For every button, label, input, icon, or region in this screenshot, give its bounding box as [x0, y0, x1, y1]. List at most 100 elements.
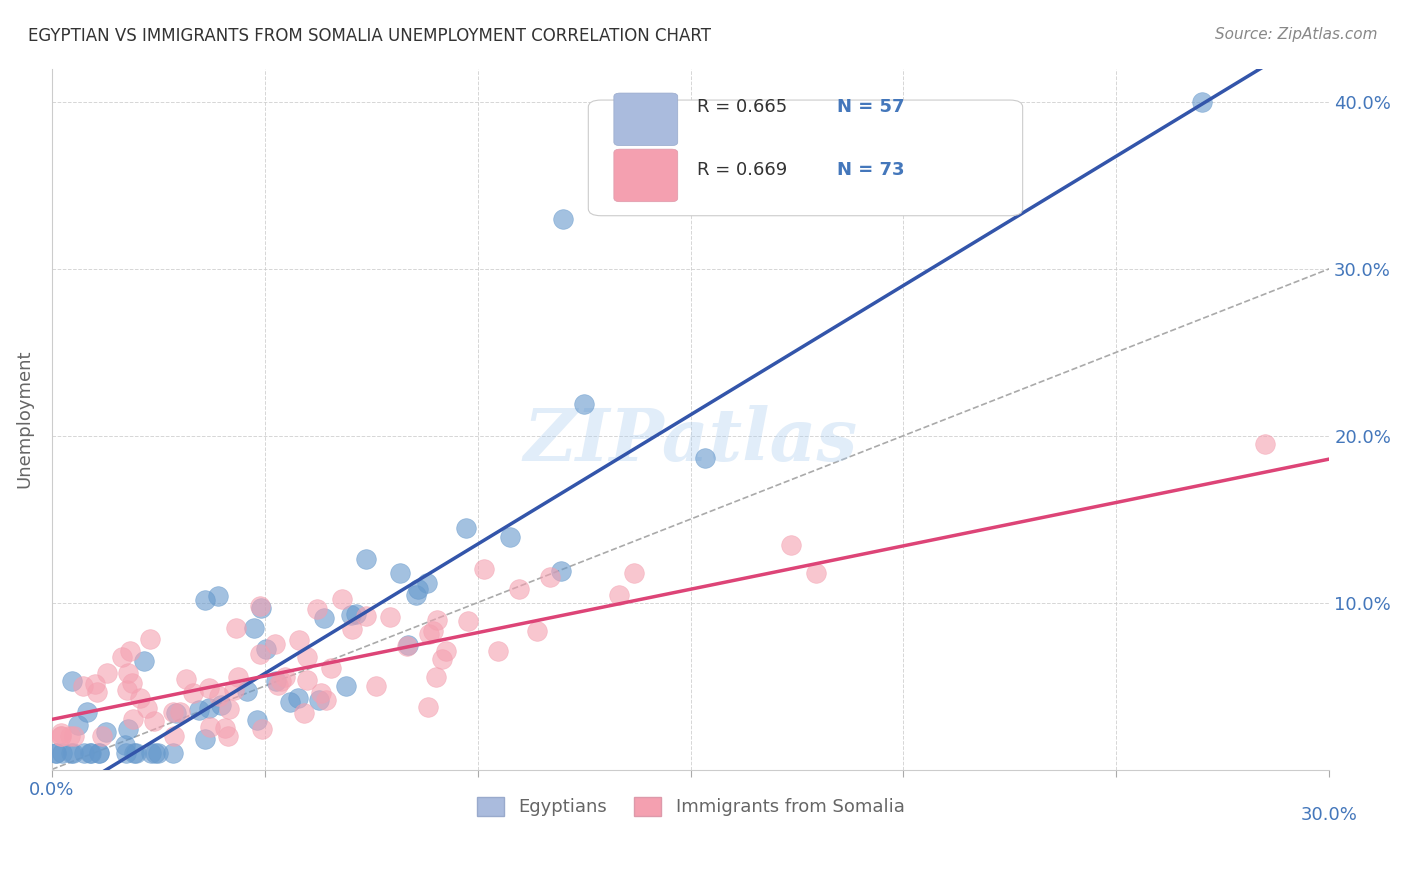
Point — [342, 623, 364, 637]
Point — [364, 679, 387, 693]
Point — [62, 746, 84, 760]
Point — [319, 661, 342, 675]
Point — [117, 722, 139, 736]
Point — [1191, 95, 1213, 109]
Point — [194, 731, 217, 746]
Point — [183, 686, 205, 700]
Y-axis label: Unemployment: Unemployment — [15, 350, 32, 488]
Point — [416, 700, 439, 714]
Point — [66, 718, 89, 732]
Point — [87, 746, 110, 760]
Point — [228, 670, 250, 684]
Text: Source: ZipAtlas.com: Source: ZipAtlas.com — [1215, 27, 1378, 42]
Point — [117, 665, 139, 680]
FancyBboxPatch shape — [588, 100, 1022, 216]
Point — [187, 703, 209, 717]
Point — [254, 641, 277, 656]
Point — [308, 692, 330, 706]
Point — [270, 673, 292, 688]
Text: R = 0.669: R = 0.669 — [697, 161, 787, 179]
Point — [163, 729, 186, 743]
Point — [457, 614, 479, 628]
Point — [273, 670, 295, 684]
Point — [162, 746, 184, 760]
Point — [124, 746, 146, 760]
Point — [340, 608, 363, 623]
Point — [162, 706, 184, 720]
Point — [472, 562, 495, 576]
Point — [86, 684, 108, 698]
Point — [526, 624, 548, 639]
Point — [280, 695, 302, 709]
Point — [139, 632, 162, 646]
Point — [779, 538, 801, 552]
Point — [332, 591, 354, 606]
Point — [344, 607, 367, 621]
Point — [51, 746, 73, 760]
Point — [405, 588, 427, 602]
Point — [225, 621, 247, 635]
Point — [94, 724, 117, 739]
Point — [425, 670, 447, 684]
Point — [91, 729, 114, 743]
Point — [288, 632, 311, 647]
Text: 30.0%: 30.0% — [1301, 806, 1358, 824]
Point — [198, 681, 221, 696]
Point — [96, 665, 118, 680]
Point — [295, 673, 318, 688]
Point — [380, 609, 402, 624]
Point — [45, 746, 67, 760]
Text: R = 0.665: R = 0.665 — [697, 98, 787, 116]
Text: N = 57: N = 57 — [838, 98, 905, 116]
Point — [396, 638, 419, 652]
Point — [51, 726, 73, 740]
Point — [169, 705, 191, 719]
Point — [76, 705, 98, 719]
Point — [249, 648, 271, 662]
Point — [141, 746, 163, 760]
Point — [208, 689, 231, 703]
Point — [121, 676, 143, 690]
Point — [499, 530, 522, 544]
Point — [264, 674, 287, 689]
Point — [217, 729, 239, 743]
Point — [115, 746, 138, 760]
Point — [118, 644, 141, 658]
Point — [174, 672, 197, 686]
Point — [354, 551, 377, 566]
Point — [623, 566, 645, 580]
Point — [72, 679, 94, 693]
Point — [209, 698, 232, 712]
Point — [508, 582, 530, 597]
Point — [430, 652, 453, 666]
Text: EGYPTIAN VS IMMIGRANTS FROM SOMALIA UNEMPLOYMENT CORRELATION CHART: EGYPTIAN VS IMMIGRANTS FROM SOMALIA UNEM… — [28, 27, 711, 45]
Point — [422, 624, 444, 638]
Point — [146, 746, 169, 760]
Point — [607, 588, 630, 602]
Point — [224, 683, 246, 698]
Point — [60, 746, 83, 760]
Point — [63, 729, 86, 743]
Point — [249, 599, 271, 614]
Text: ZIPatlas: ZIPatlas — [523, 405, 858, 475]
Point — [122, 746, 145, 760]
Point — [142, 714, 165, 729]
Point — [356, 609, 378, 624]
Point — [315, 693, 337, 707]
Point — [418, 626, 440, 640]
Point — [197, 700, 219, 714]
Point — [207, 590, 229, 604]
Point — [132, 654, 155, 668]
Point — [396, 639, 419, 653]
Point — [60, 674, 83, 689]
Point — [309, 686, 332, 700]
Point — [1254, 437, 1277, 451]
Point — [416, 575, 439, 590]
Point — [295, 650, 318, 665]
Point — [87, 746, 110, 760]
Point — [572, 397, 595, 411]
Point — [49, 729, 72, 743]
Point — [129, 690, 152, 705]
Point — [58, 729, 80, 743]
Point — [84, 676, 107, 690]
